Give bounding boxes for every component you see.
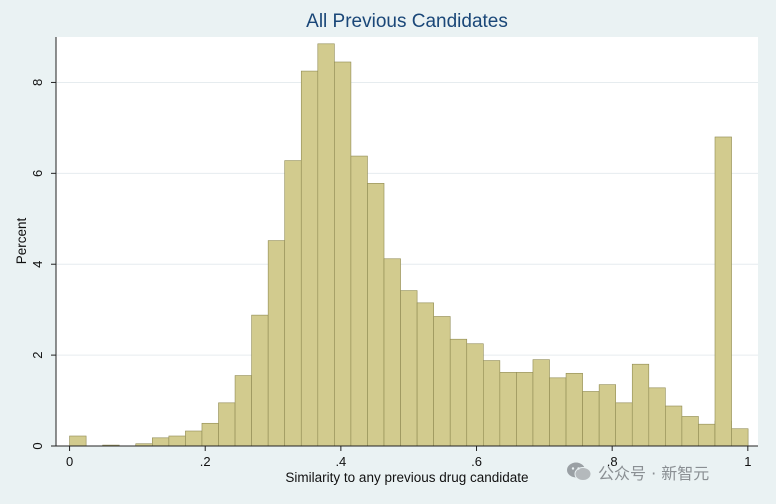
histogram-bar: [714, 136, 732, 447]
histogram-bar: [433, 316, 451, 447]
histogram-bar: [367, 183, 385, 447]
histogram-bar: [499, 372, 517, 447]
axes: 0 .2 .4 .6 .8 1 0 2 4 6 8: [30, 37, 758, 469]
histogram-bar: [483, 360, 501, 447]
histogram-bar: [152, 437, 170, 447]
histogram-bar: [234, 375, 252, 447]
histogram-bar: [317, 43, 335, 447]
histogram-bar: [582, 391, 600, 447]
histogram-bar: [185, 430, 203, 447]
x-tick-label: .8: [607, 454, 618, 469]
histogram-bar: [648, 387, 666, 447]
histogram-bar: [532, 359, 550, 447]
watermark: 公众号 · 新智元: [566, 460, 709, 484]
histogram-bar: [466, 343, 484, 447]
histogram-bar: [698, 423, 716, 447]
histogram-bar: [251, 314, 269, 447]
histogram-bar: [218, 402, 236, 447]
histogram-bar: [383, 258, 401, 447]
bars: [69, 43, 749, 447]
histogram-bar: [300, 70, 319, 447]
chart-title: All Previous Candidates: [306, 11, 508, 32]
histogram-bar: [69, 435, 87, 447]
histogram-bar: [400, 290, 418, 447]
y-axis-label: Percent: [14, 217, 29, 264]
histogram-bar: [598, 384, 617, 447]
histogram-bar: [731, 428, 749, 447]
histogram-bar: [549, 377, 567, 447]
x-tick-label: 0: [66, 454, 73, 469]
histogram-bar: [201, 422, 219, 447]
histogram-bar: [631, 363, 650, 447]
histogram-bar: [615, 402, 633, 447]
x-tick-label: 1: [744, 454, 751, 469]
x-tick-label: .4: [335, 454, 346, 469]
y-tick-label: 2: [30, 351, 45, 358]
histogram-bar: [681, 416, 699, 447]
y-tick-label: 6: [30, 170, 45, 177]
histogram-bar: [665, 405, 683, 447]
wechat-icon: [567, 462, 592, 481]
histogram-bar: [168, 435, 186, 447]
y-tick-label: 0: [30, 442, 45, 449]
histogram-bar: [416, 302, 434, 447]
histogram-bar: [565, 372, 583, 447]
y-tick-label: 4: [30, 261, 45, 268]
gridlines: [56, 81, 758, 356]
x-tick-label: .2: [200, 454, 211, 469]
x-tick-label: .6: [471, 454, 482, 469]
histogram-bar: [284, 160, 302, 447]
histogram-bar: [449, 338, 468, 447]
histogram-bar: [334, 61, 352, 447]
histogram-bar: [267, 240, 286, 447]
y-tick-label: 8: [30, 79, 45, 86]
histogram-bar: [516, 372, 534, 447]
histogram-bar: [350, 155, 368, 447]
x-axis-label: Similarity to any previous drug candidat…: [285, 470, 528, 485]
watermark-text: 公众号 · 新智元: [598, 464, 710, 483]
